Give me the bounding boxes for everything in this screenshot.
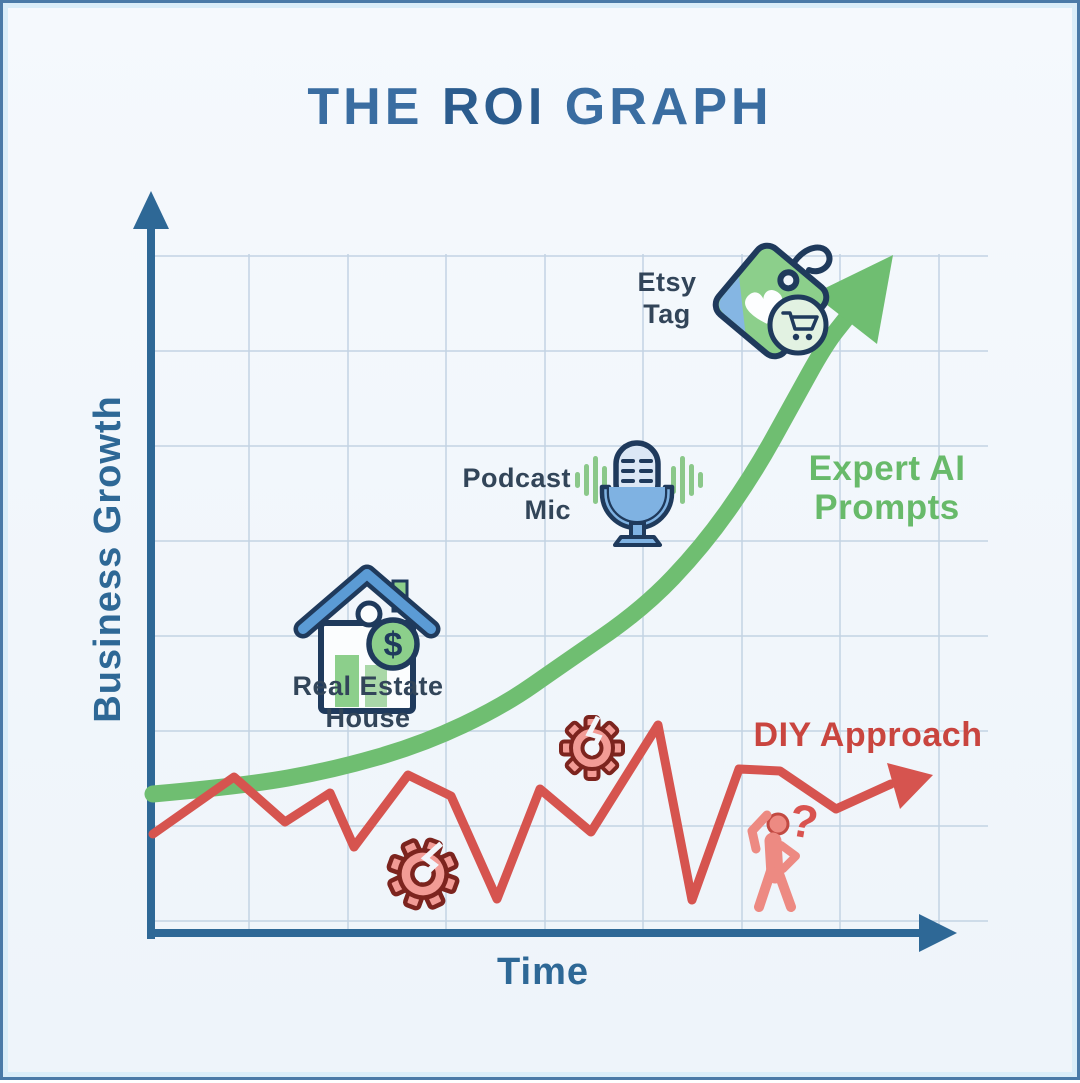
expert-ai-prompts-label-line2: Prompts xyxy=(814,488,960,528)
title-the: THE xyxy=(307,78,442,136)
etsy-tag-label-line2: Tag xyxy=(643,298,691,329)
podcast-mic-label-line2: Mic xyxy=(524,494,571,525)
expert-ai-prompts-label: Expert AI Prompts xyxy=(781,449,993,527)
y-axis-label: Business Growth xyxy=(87,395,129,723)
real-estate-house-label-line1: Real Estate xyxy=(292,671,444,701)
question-mark: ? xyxy=(785,793,822,849)
expert-ai-prompts-label-line1: Expert AI xyxy=(808,449,966,488)
series-lines xyxy=(144,255,933,905)
podcast-mic-label: Podcast Mic xyxy=(431,463,571,527)
etsy-tag-icon xyxy=(712,242,833,360)
title-roi: ROI xyxy=(441,78,547,136)
dollar-coin-icon xyxy=(366,617,420,671)
diy-approach-label-line1: DIY Approach xyxy=(753,716,983,754)
broken-gear-icon xyxy=(386,837,460,911)
page-title: THE ROI GRAPH xyxy=(3,77,1077,137)
etsy-tag-label-line1: Etsy xyxy=(637,267,697,297)
title-graph: GRAPH xyxy=(546,78,773,136)
podcast-mic-label-line1: Podcast xyxy=(462,463,571,493)
sound-waves-icon xyxy=(575,456,703,504)
real-estate-house-icon: $ xyxy=(293,564,441,714)
confused-person-icon: ? xyxy=(747,793,822,912)
dollar-sign: $ xyxy=(384,626,403,664)
axes xyxy=(133,191,957,952)
shopping-cart-icon xyxy=(767,294,829,356)
etsy-tag-label: Etsy Tag xyxy=(611,267,723,331)
diy-approach-label: DIY Approach xyxy=(745,715,991,755)
grid-lines xyxy=(153,254,988,931)
x-axis-label: Time xyxy=(496,951,589,993)
real-estate-house-label-line2: House xyxy=(325,702,411,733)
roi-chart: $ xyxy=(133,191,988,952)
real-estate-house-label: Real Estate House xyxy=(265,671,471,735)
podcast-mic-icon xyxy=(575,440,703,547)
broken-gear-icon xyxy=(559,715,625,781)
